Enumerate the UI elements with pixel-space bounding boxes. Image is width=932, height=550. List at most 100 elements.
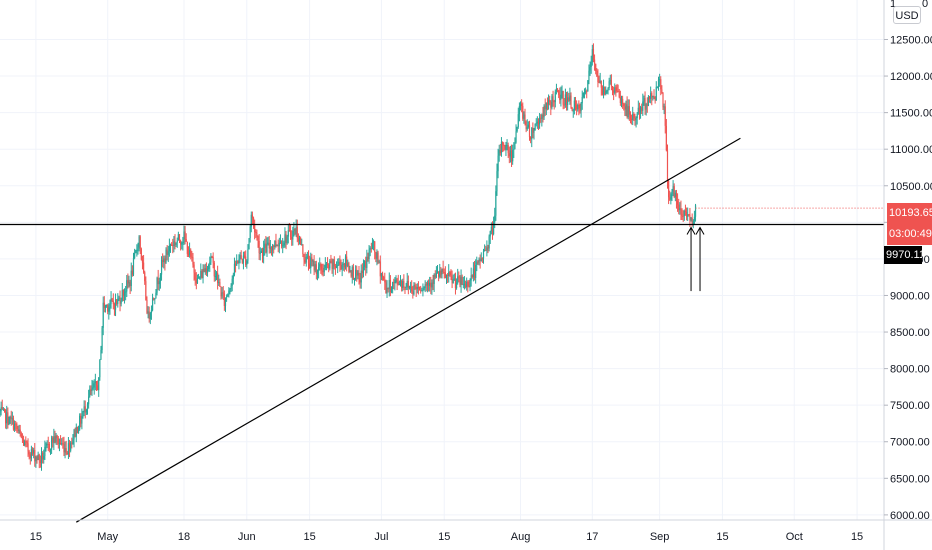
candle-body [42, 452, 44, 460]
candle-body [191, 256, 193, 258]
candle-body [632, 114, 634, 120]
candle-body [588, 70, 590, 81]
candle-body [286, 236, 288, 244]
candle-body [79, 415, 81, 430]
time-tick-label: 15 [716, 531, 728, 543]
candle-body [375, 252, 377, 259]
up-arrow-head [686, 226, 696, 235]
candle-body [556, 88, 559, 91]
candle-body [295, 226, 297, 234]
candle-body [652, 95, 654, 98]
candle-body [615, 87, 617, 91]
candle-body [181, 242, 183, 245]
candle-body [147, 311, 149, 313]
candle-body [563, 104, 565, 106]
candle-body [674, 192, 676, 198]
candle-body [567, 97, 569, 106]
candle-body [82, 412, 84, 417]
candle-body [35, 457, 37, 462]
candle-body [681, 213, 683, 216]
candle-body [217, 273, 219, 284]
candle-body [30, 449, 33, 459]
time-tick-label: Sep [650, 531, 670, 543]
candle-body [266, 243, 268, 253]
candle-body [500, 141, 503, 154]
candle-body [334, 266, 337, 268]
time-tick-label: 15 [303, 531, 315, 543]
candle-body [67, 443, 70, 455]
up-arrow-head [695, 226, 705, 235]
candle-body [592, 49, 595, 60]
candle-series [0, 43, 697, 471]
candle-body [398, 284, 400, 286]
candle-body [352, 266, 354, 280]
candle-body [403, 281, 405, 287]
candle-body [460, 276, 462, 285]
candle-body [128, 282, 130, 284]
candle-body [149, 312, 151, 319]
candle-body [250, 214, 252, 227]
price-tick-label: 6000.00 [890, 510, 930, 522]
candle-body [36, 457, 38, 461]
candle-body [374, 241, 376, 253]
candle-body [420, 290, 422, 292]
candle-body [537, 121, 540, 125]
candle-body [409, 286, 412, 288]
candle-body [438, 271, 440, 277]
candle-body [412, 291, 414, 295]
candle-body [620, 98, 623, 103]
candle-body [513, 149, 515, 151]
candle-body [685, 211, 688, 217]
candle-body [220, 286, 222, 297]
candle-body [486, 247, 488, 251]
candle-body [47, 443, 49, 445]
candle-body [2, 408, 4, 410]
candle-body [88, 396, 90, 405]
candle-body [426, 282, 429, 286]
candle-body [138, 236, 140, 248]
candle-body [447, 274, 449, 276]
candle-body [298, 238, 301, 242]
candle-body [623, 104, 625, 107]
candle-body [642, 101, 644, 111]
candle-body [300, 238, 302, 246]
candle-body [602, 87, 605, 95]
candle-body [641, 107, 643, 111]
candle-body [545, 102, 547, 110]
candle-body [77, 429, 80, 434]
candle-body [68, 443, 71, 451]
price-tick-label-partial: 0 [922, 0, 928, 10]
candle-body [303, 254, 305, 260]
candle-body [461, 276, 463, 285]
candle-body [155, 292, 157, 299]
candle-body [136, 249, 138, 251]
candle-body [679, 208, 681, 211]
candle-body [267, 242, 269, 244]
candle-body [692, 220, 694, 225]
time-axis[interactable]: 15 May 18 Jun 15 Jul 15 Aug 17 Sep 15 Oct 15 [30, 531, 863, 543]
candle-body [228, 290, 230, 295]
candle-body [322, 270, 324, 273]
candle-body [491, 226, 494, 234]
candle-body [565, 94, 568, 106]
candle-body [145, 281, 147, 300]
candle-body [264, 243, 266, 248]
candle-body [176, 240, 178, 243]
candle-body [43, 455, 45, 460]
candle-body [429, 282, 431, 286]
candle-body [94, 381, 96, 384]
currency-button[interactable]: USD [893, 6, 921, 24]
candle-body [495, 191, 497, 216]
candle-body [96, 385, 99, 391]
candle-body [457, 276, 459, 283]
candle-body [144, 272, 146, 282]
candle-body [435, 273, 437, 278]
candle-body [453, 278, 455, 280]
candle-body [543, 105, 545, 118]
candle-body [650, 93, 652, 99]
candle-body [389, 279, 391, 292]
candle-body [332, 259, 334, 269]
candle-body [331, 262, 333, 269]
candle-body [610, 80, 612, 87]
